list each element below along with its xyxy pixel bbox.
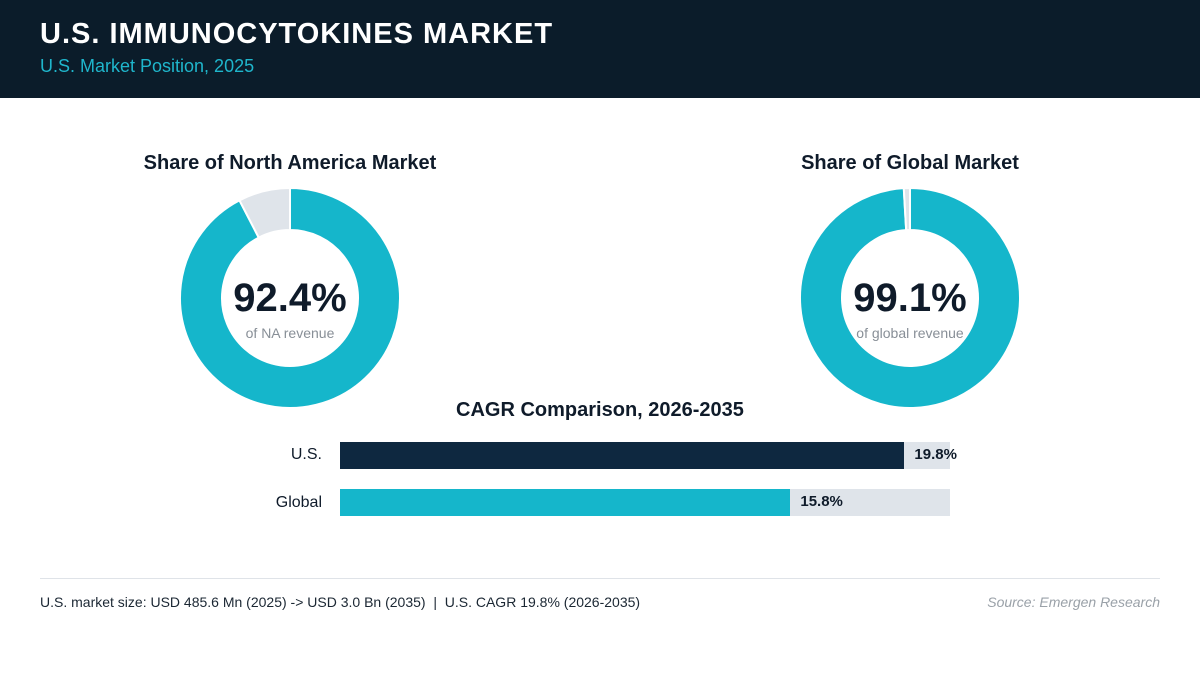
cagr-chart-title: CAGR Comparison, 2026-2035	[456, 399, 744, 421]
page-title: U.S. IMMUNOCYTOKINES MARKET	[40, 18, 554, 50]
na-share-value: 92.4%	[233, 276, 347, 320]
na-share-caption: of NA revenue	[245, 325, 335, 341]
share-slice	[800, 188, 1020, 408]
global-share-donut-chart	[800, 188, 1020, 408]
bar-track: 19.8%	[340, 442, 957, 469]
na-share-title: Share of North America Market	[143, 152, 437, 174]
source-credit: Source: Emergen Research	[987, 594, 1160, 610]
header-bar: U.S. IMMUNOCYTOKINES MARKET U.S. Market …	[0, 0, 1200, 98]
bar-value-label: 19.8%	[914, 446, 957, 463]
bar-category-label: U.S.	[290, 446, 322, 463]
global-share-value: 99.1%	[853, 276, 967, 320]
global-share-title: Share of Global Market	[801, 152, 1019, 174]
global-cagr-bar	[340, 489, 791, 516]
footer-summary: U.S. market size: USD 485.6 Mn (2025) ->…	[40, 594, 641, 610]
share-slice	[180, 188, 400, 408]
global-share-caption: of global revenue	[856, 325, 964, 341]
page-subtitle: U.S. Market Position, 2025	[40, 56, 255, 76]
bar-value-label: 15.8%	[800, 493, 843, 510]
us-cagr-bar	[340, 442, 905, 469]
remainder-slice	[238, 188, 291, 239]
bar-category-label: Global	[275, 494, 322, 511]
bar-track: 15.8%	[340, 489, 950, 516]
footer-divider	[40, 578, 1160, 579]
remainder-slice	[902, 188, 911, 232]
na-share-donut-chart	[180, 188, 400, 408]
